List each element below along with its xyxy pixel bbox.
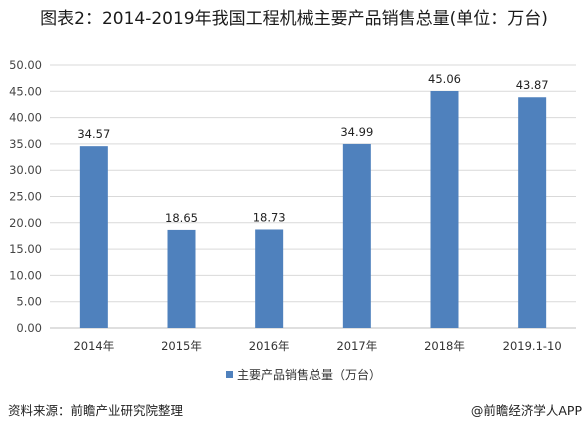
y-tick-label: 10.00 bbox=[9, 268, 42, 282]
y-tick-label: 25.00 bbox=[9, 190, 42, 204]
legend: 主要产品销售总量（万台） bbox=[226, 367, 381, 382]
y-tick-label: 35.00 bbox=[9, 137, 42, 151]
data-label: 18.73 bbox=[253, 210, 286, 224]
data-label: 45.06 bbox=[428, 72, 461, 86]
x-tick-label: 2015年 bbox=[161, 339, 202, 353]
data-label: 34.57 bbox=[77, 127, 110, 141]
legend-swatch bbox=[226, 371, 233, 378]
legend-label: 主要产品销售总量（万台） bbox=[237, 367, 381, 382]
y-tick-label: 50.00 bbox=[9, 58, 42, 72]
data-label: 18.65 bbox=[165, 211, 198, 225]
x-tick-label: 2016年 bbox=[249, 339, 290, 353]
chart-title: 图表2：2014-2019年我国工程机械主要产品销售总量(单位：万台) bbox=[40, 9, 548, 29]
bar bbox=[342, 143, 371, 328]
y-tick-label: 45.00 bbox=[9, 84, 42, 98]
y-tick-label: 30.00 bbox=[9, 163, 42, 177]
data-label: 43.87 bbox=[516, 78, 549, 92]
brand-credit: @前瞻经济学人APP bbox=[470, 403, 582, 418]
x-tick-label: 2019.1-10 bbox=[503, 339, 562, 353]
data-labels: 34.57 18.65 18.73 34.99 45.06 43.87 bbox=[77, 72, 548, 225]
y-tick-label: 0.00 bbox=[16, 321, 42, 335]
y-axis-ticks: 0.00 5.00 10.00 15.00 20.00 25.00 30.00 35.00 40… bbox=[9, 58, 42, 335]
bar bbox=[79, 146, 108, 328]
x-tick-label: 2018年 bbox=[424, 339, 465, 353]
y-tick-label: 15.00 bbox=[9, 242, 42, 256]
x-tick-label: 2014年 bbox=[73, 339, 114, 353]
bar bbox=[430, 90, 459, 328]
x-tick-label: 2017年 bbox=[336, 339, 377, 353]
data-label: 34.99 bbox=[340, 125, 373, 139]
source-note: 资料来源：前瞻产业研究院整理 bbox=[8, 403, 184, 418]
bar bbox=[255, 229, 284, 328]
x-axis-ticks: 2014年 2015年 2016年 2017年 2018年 2019.1-10 bbox=[73, 339, 561, 353]
gridlines bbox=[50, 64, 576, 329]
y-tick-label: 20.00 bbox=[9, 216, 42, 230]
bar bbox=[167, 229, 196, 328]
y-tick-label: 40.00 bbox=[9, 111, 42, 125]
bar bbox=[518, 97, 547, 328]
bars bbox=[79, 90, 547, 328]
y-tick-label: 5.00 bbox=[16, 295, 42, 309]
